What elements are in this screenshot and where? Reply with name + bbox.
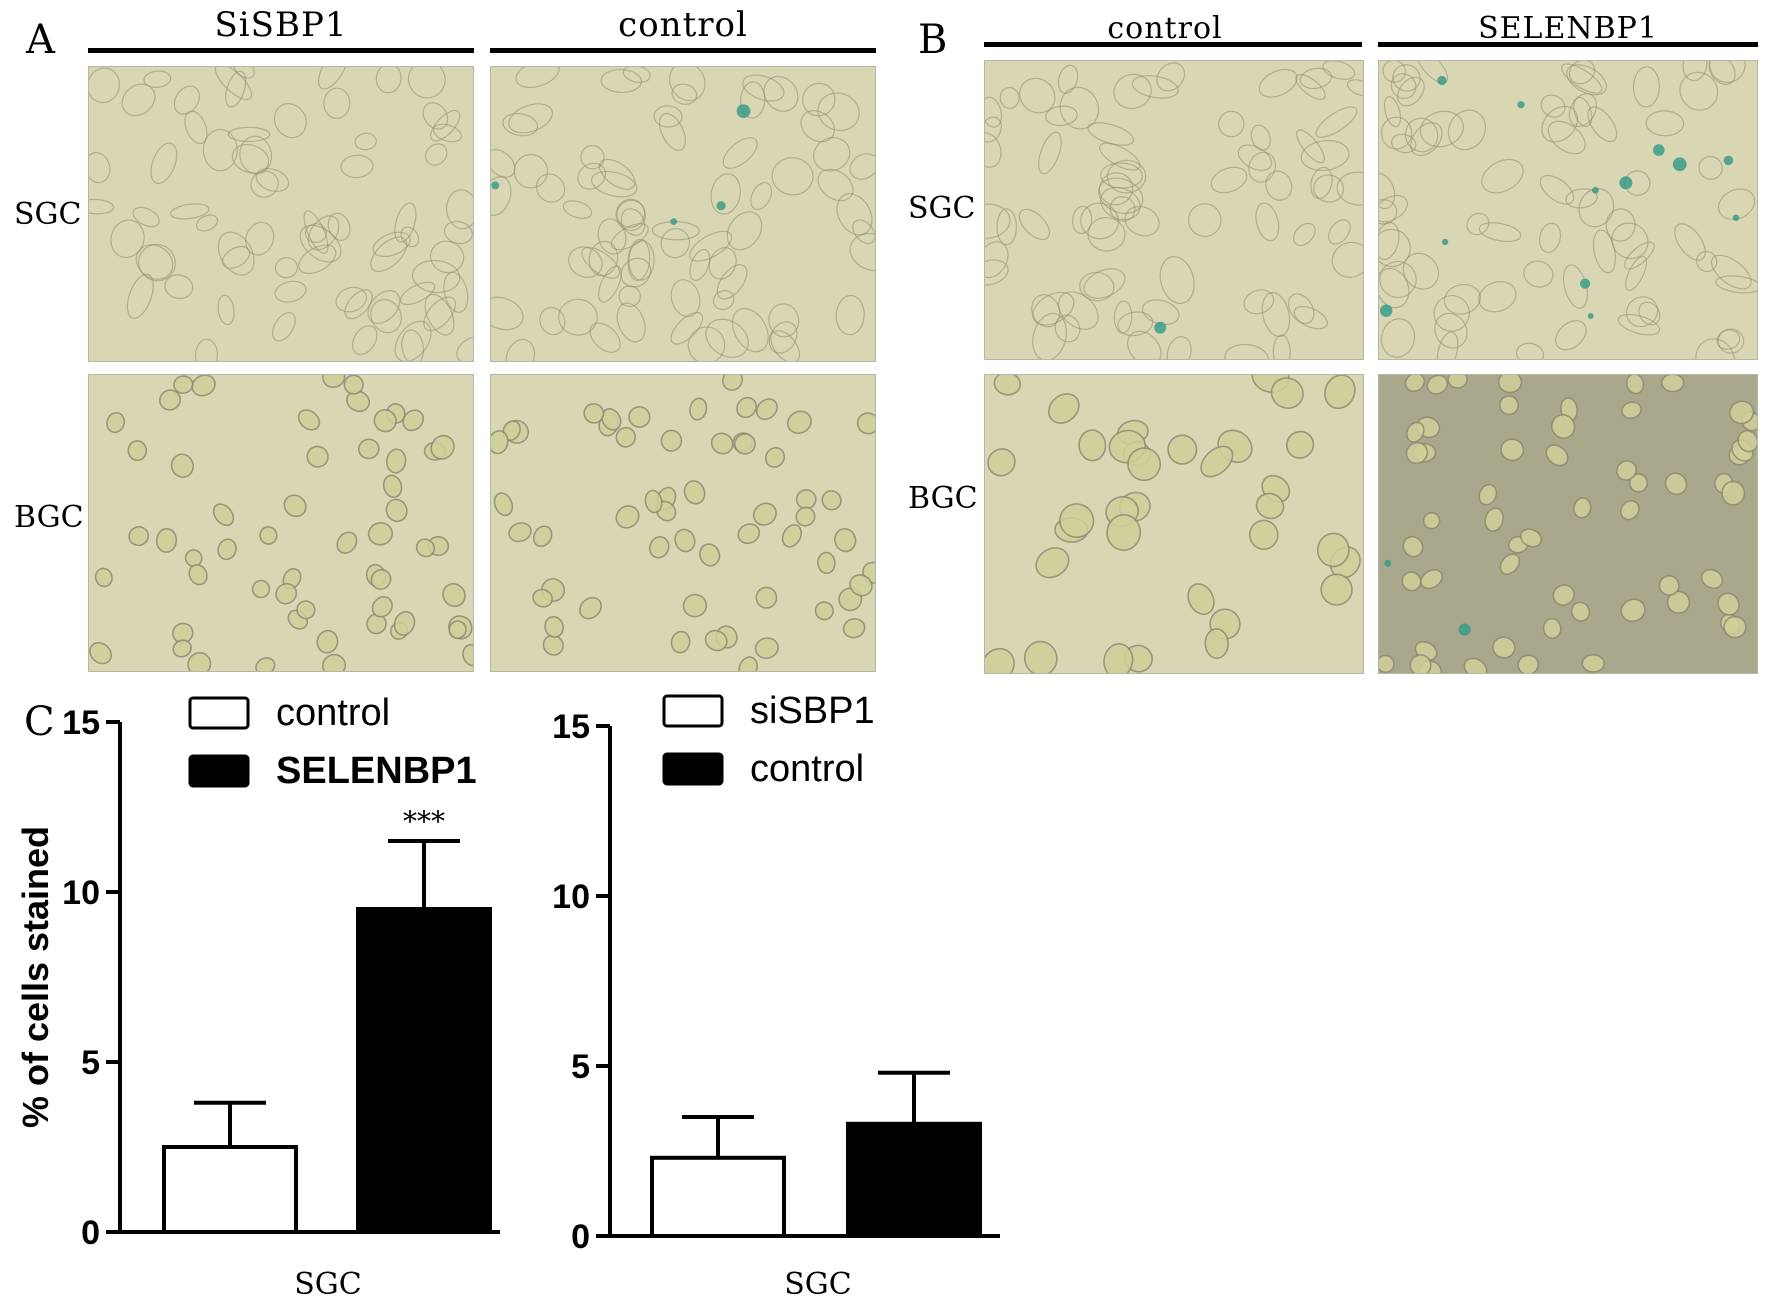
panel-b-column-rule-1 <box>984 42 1362 47</box>
panel-letter-c: C <box>24 699 55 745</box>
panel-b-row-label-sgc: SGC <box>908 191 976 226</box>
chart-0-legend-swatch-0 <box>188 696 250 730</box>
chart-1-legend-swatch-1 <box>662 752 724 786</box>
chart-0-y-tick-label: 10 <box>62 874 100 912</box>
micrograph-a-bgc-sisbp1 <box>88 374 474 672</box>
chart-1-y-tick-label: 10 <box>552 878 590 916</box>
micrograph-a-sgc-control <box>490 66 876 362</box>
chart-0-significance-label: *** <box>403 805 445 838</box>
micrograph-b-bgc-control <box>984 374 1364 674</box>
panel-a-column-rule-2 <box>490 48 876 53</box>
micrograph-b-bgc-selenbp1 <box>1378 374 1758 674</box>
panel-a-column-rule-1 <box>88 48 474 53</box>
panel-letter-a: A <box>26 17 55 63</box>
chart-1-y-tick-label: 15 <box>552 708 590 746</box>
chart-0-y-tick-label: 0 <box>81 1214 100 1252</box>
chart-0-y-tick-label: 5 <box>81 1044 100 1082</box>
panel-b-column-label-1: control <box>1107 11 1223 46</box>
chart-0-x-label: SGC <box>294 1267 361 1302</box>
chart-0-y-label: % of cells stained <box>15 826 56 1128</box>
panel-b-column-label-2: SELENBP1 <box>1478 11 1658 46</box>
micrograph-b-sgc-selenbp1 <box>1378 60 1758 360</box>
chart-1-legend-swatch-0 <box>662 694 724 728</box>
chart-1-legend-label-0: siSBP1 <box>750 690 875 732</box>
panel-a-column-label-2: control <box>618 5 748 45</box>
chart-0-bar-1 <box>356 907 492 1234</box>
chart-0-legend-swatch-1 <box>188 754 250 788</box>
panel-a-row-label-bgc: BGC <box>14 500 84 535</box>
panel-letter-b: B <box>918 17 948 63</box>
chart-1-x-label: SGC <box>784 1267 851 1302</box>
chart-1-y-tick-label: 0 <box>571 1218 590 1256</box>
panel-b-column-rule-2 <box>1378 42 1758 47</box>
chart-1-y-tick-label: 5 <box>571 1048 590 1086</box>
chart-0-legend-label-0: control <box>276 692 390 734</box>
chart-1-legend-label-1: control <box>750 748 864 790</box>
micrograph-a-bgc-control <box>490 374 876 672</box>
panel-a-row-label-sgc: SGC <box>14 197 82 232</box>
micrograph-a-sgc-sisbp1 <box>88 66 474 362</box>
chart-0-y-tick-label: 15 <box>62 704 100 742</box>
micrograph-b-sgc-control <box>984 60 1364 360</box>
panel-b-row-label-bgc: BGC <box>908 481 978 516</box>
chart-1-bar-1 <box>846 1121 982 1239</box>
chart-1-bar-0 <box>650 1155 786 1239</box>
chart-0-legend-label-1: SELENBP1 <box>276 750 477 792</box>
chart-0-bar-0 <box>162 1145 298 1234</box>
panel-a-column-label-1: SiSBP1 <box>214 5 348 45</box>
